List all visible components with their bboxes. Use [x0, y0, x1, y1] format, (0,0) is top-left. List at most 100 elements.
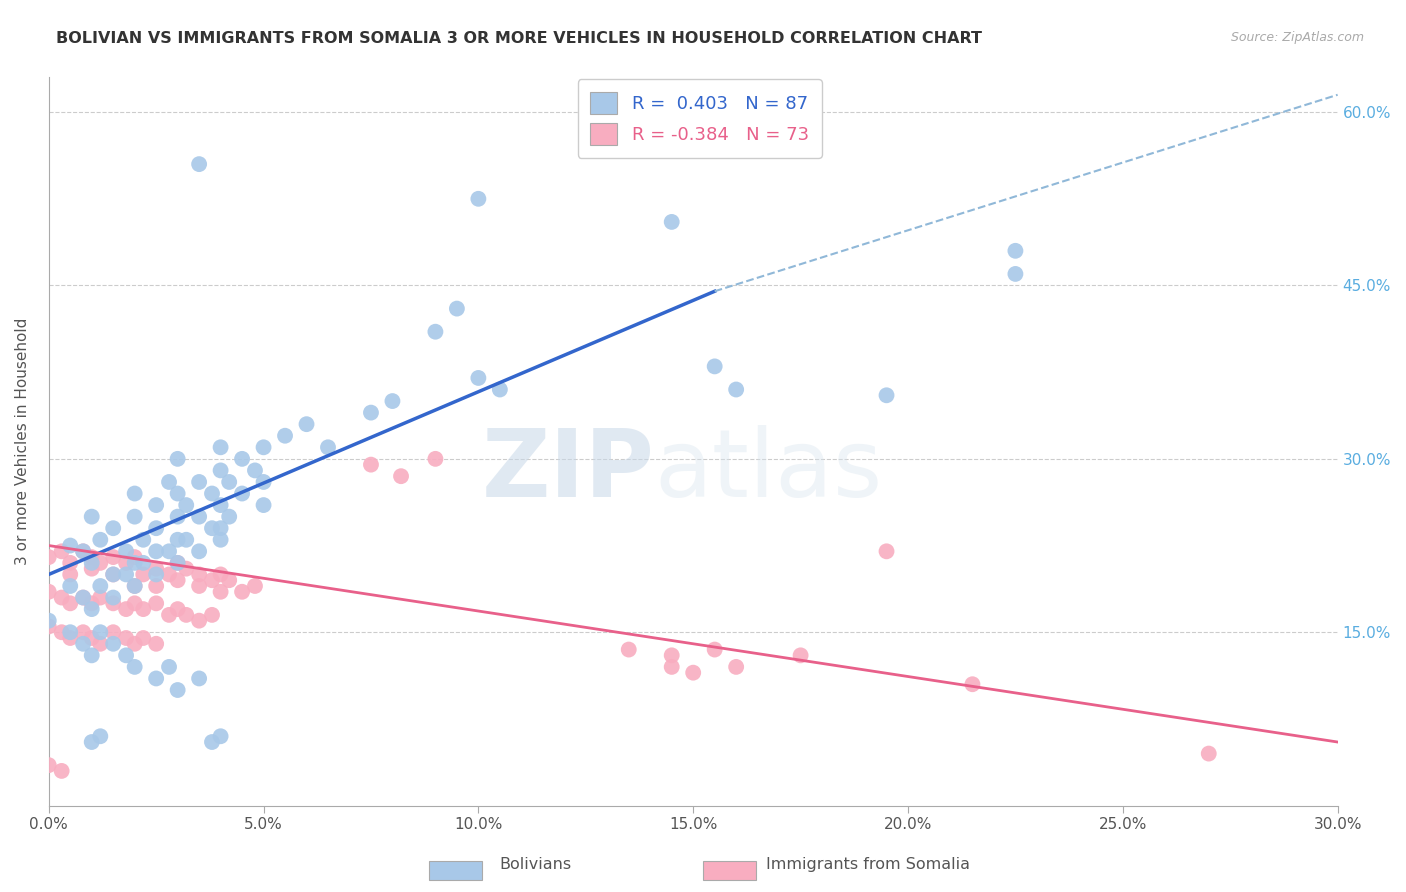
Point [103, 550, 125, 565]
Point [703, 642, 725, 657]
Point [725, 383, 748, 397]
Point [188, 672, 211, 686]
Point [209, 463, 232, 477]
Point [174, 533, 197, 547]
Point [51, 591, 73, 605]
Point [157, 660, 180, 674]
Point [381, 394, 404, 409]
Text: Source: ZipAtlas.com: Source: ZipAtlas.com [1230, 31, 1364, 45]
Point [103, 521, 125, 535]
Point [124, 637, 146, 651]
Point [145, 567, 167, 582]
Text: ZIP: ZIP [482, 425, 655, 516]
Point [166, 451, 188, 466]
Point [80, 556, 103, 570]
Point [72, 544, 94, 558]
Point [295, 417, 318, 432]
Point [115, 544, 138, 558]
Point [174, 498, 197, 512]
Point [38, 619, 60, 633]
Point [201, 521, 224, 535]
Point [789, 648, 811, 663]
Point [115, 567, 138, 582]
Point [59, 625, 82, 640]
Point [157, 567, 180, 582]
Point [209, 533, 232, 547]
Point [157, 607, 180, 622]
Point [115, 556, 138, 570]
Point [661, 648, 683, 663]
Text: BOLIVIAN VS IMMIGRANTS FROM SOMALIA 3 OR MORE VEHICLES IN HOUSEHOLD CORRELATION : BOLIVIAN VS IMMIGRANTS FROM SOMALIA 3 OR… [56, 31, 983, 46]
Point [166, 486, 188, 500]
Point [157, 475, 180, 489]
Point [316, 440, 339, 454]
Point [115, 631, 138, 645]
Point [132, 556, 155, 570]
Point [80, 596, 103, 610]
Point [166, 533, 188, 547]
Point [682, 665, 704, 680]
Point [252, 498, 274, 512]
Point [80, 735, 103, 749]
Point [166, 509, 188, 524]
Point [703, 359, 725, 374]
Point [115, 648, 138, 663]
Point [252, 475, 274, 489]
Point [80, 509, 103, 524]
Point [174, 607, 197, 622]
Point [188, 579, 211, 593]
Point [166, 556, 188, 570]
Point [157, 544, 180, 558]
Point [38, 584, 60, 599]
Point [467, 192, 489, 206]
Point [38, 550, 60, 565]
Point [188, 567, 211, 582]
Point [166, 683, 188, 698]
Point [72, 591, 94, 605]
Point [124, 579, 146, 593]
Point [132, 631, 155, 645]
Point [38, 614, 60, 628]
Point [72, 544, 94, 558]
Point [1198, 747, 1220, 761]
Point [80, 550, 103, 565]
Point [145, 596, 167, 610]
Point [725, 660, 748, 674]
Point [201, 607, 224, 622]
Point [231, 584, 253, 599]
Point [145, 637, 167, 651]
Point [124, 579, 146, 593]
Point [89, 533, 111, 547]
Point [103, 625, 125, 640]
Point [360, 458, 382, 472]
Point [231, 451, 253, 466]
Point [360, 406, 382, 420]
Point [876, 388, 898, 402]
Point [218, 573, 240, 587]
Point [166, 573, 188, 587]
Point [145, 562, 167, 576]
Point [89, 591, 111, 605]
Text: atlas: atlas [655, 425, 883, 516]
Point [89, 625, 111, 640]
Point [1004, 267, 1026, 281]
Point [72, 591, 94, 605]
Point [209, 729, 232, 743]
Text: Bolivians: Bolivians [499, 857, 571, 872]
Point [103, 596, 125, 610]
Point [132, 533, 155, 547]
Point [1004, 244, 1026, 258]
Point [59, 631, 82, 645]
Point [51, 544, 73, 558]
Point [252, 440, 274, 454]
Point [124, 596, 146, 610]
Point [38, 758, 60, 772]
Point [89, 579, 111, 593]
Point [132, 602, 155, 616]
Point [489, 383, 512, 397]
Point [209, 440, 232, 454]
Point [446, 301, 468, 316]
Point [962, 677, 984, 691]
Point [201, 735, 224, 749]
Point [80, 631, 103, 645]
